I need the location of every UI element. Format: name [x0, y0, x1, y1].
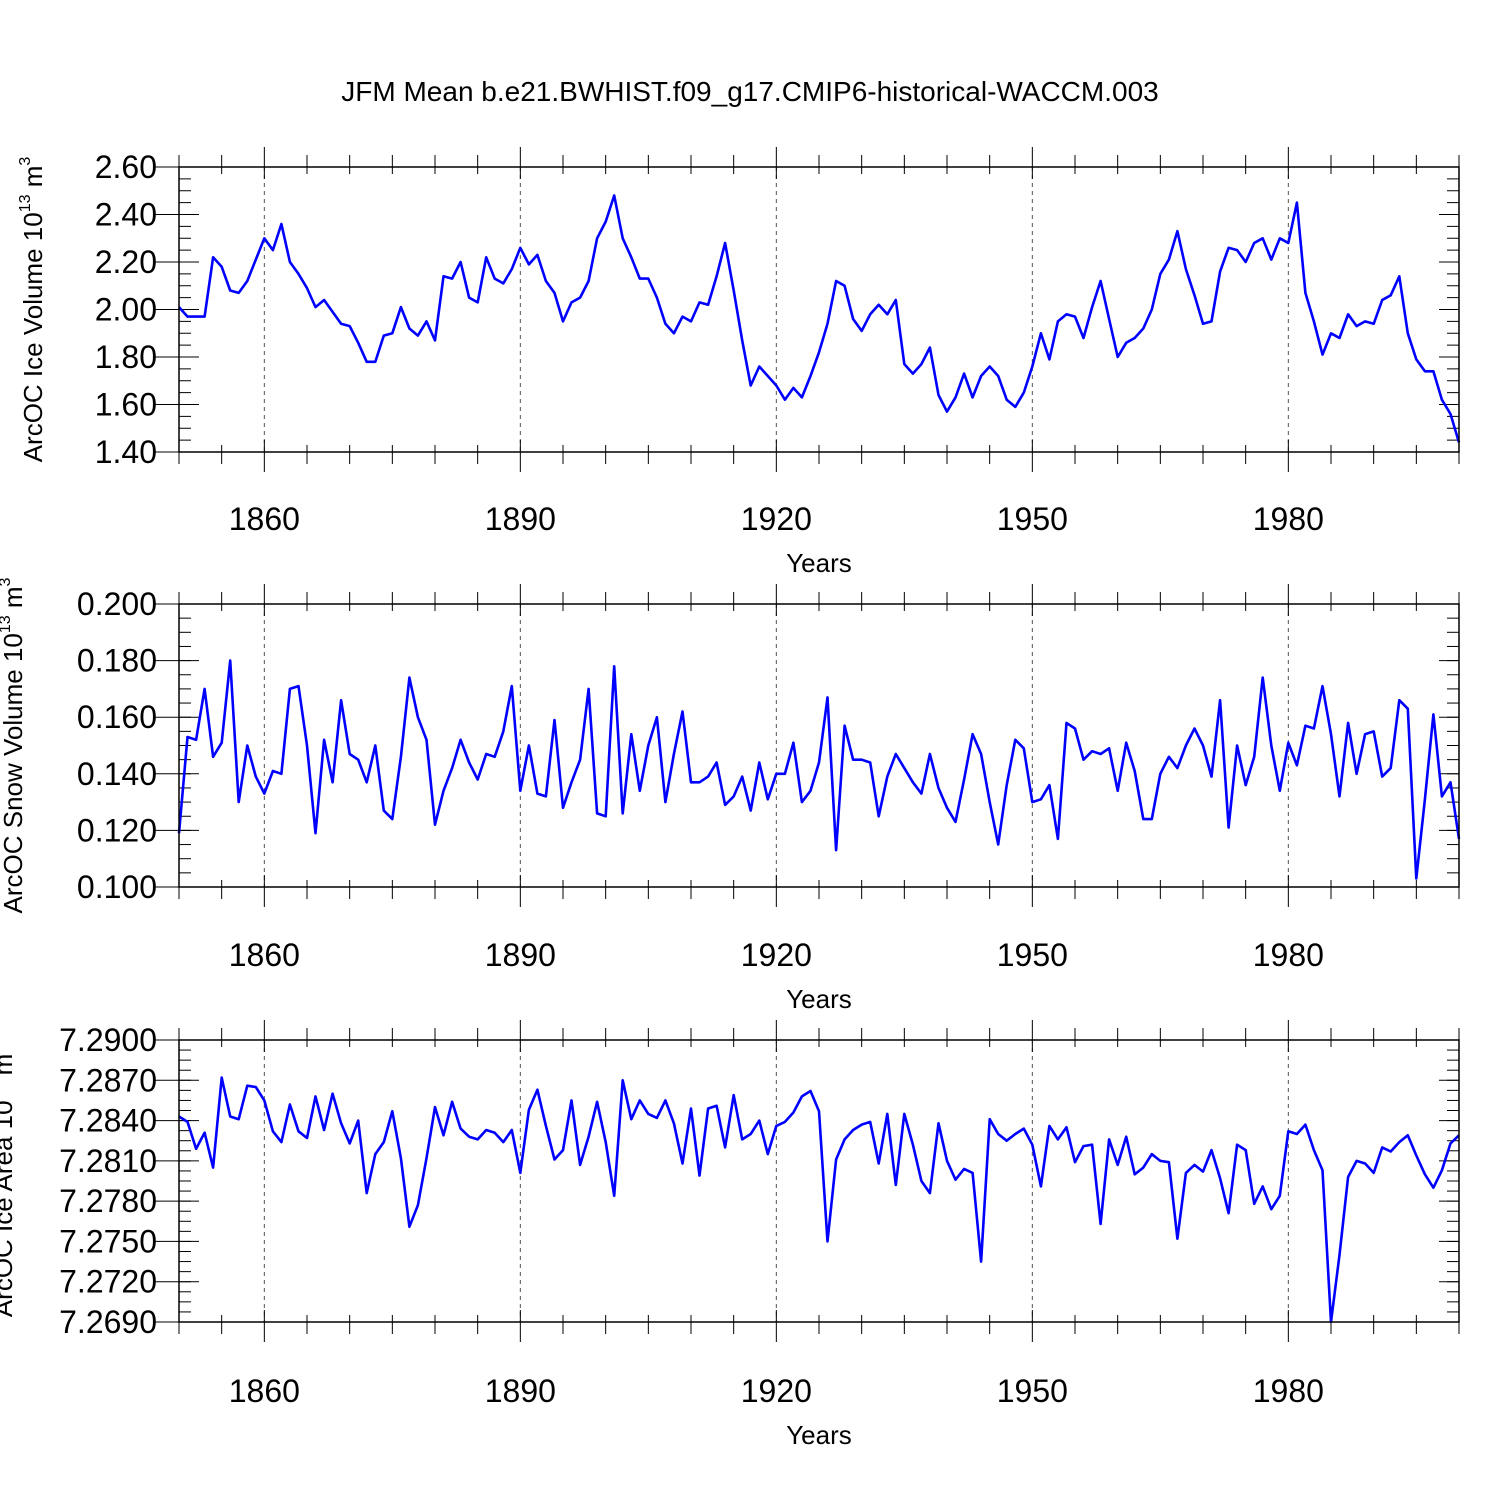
y-tick-label: 2.00 [95, 292, 157, 328]
y-tick-label: 0.160 [77, 699, 157, 735]
x-tick-label: 1950 [997, 501, 1068, 537]
x-axis-label: Years [786, 984, 852, 1014]
y-axis-label-unit-exponent: 3 [0, 577, 14, 586]
plot-frame [178, 1039, 1460, 1323]
y-axis-label-unit-exponent: 3 [17, 157, 34, 166]
panel-snow-volume: 0.100 0.120 0.140 0.160 0.180 0.200 1860 1890 19… [0, 577, 1461, 1014]
y-tick-label: 0.140 [77, 756, 157, 792]
y-tick-label: 0.200 [77, 586, 157, 622]
series-line [177, 659, 1461, 880]
y-axis-label-exponent: 13 [0, 615, 14, 633]
y-tick-label: 7.2900 [59, 1022, 157, 1058]
y-axis-label: ArcOC Ice Volume 1013 m3 [17, 157, 48, 463]
y-axis-label-exponent: 13 [0, 1083, 4, 1101]
x-tick-label: 1980 [1253, 501, 1324, 537]
figure-title: JFM Mean b.e21.BWHIST.f09_g17.CMIP6-hist… [341, 76, 1158, 107]
y-tick-label: 2.20 [95, 244, 157, 280]
y-tick-label: 7.2690 [59, 1304, 157, 1340]
y-tick-label: 0.120 [77, 812, 157, 848]
y-axis-label: ArcOC Ice Area 1013 m2 [0, 1045, 18, 1317]
y-tick-label: 7.2810 [59, 1143, 157, 1179]
y-tick-label: 0.100 [77, 869, 157, 905]
y-tick-label: 7.2720 [59, 1264, 157, 1300]
x-tick-label: 1860 [229, 937, 300, 973]
x-tick-label: 1950 [997, 1373, 1068, 1409]
y-axis-label-unit-exponent: 2 [0, 1045, 4, 1054]
x-tick-label: 1980 [1253, 1373, 1324, 1409]
plot-frame [178, 166, 1460, 453]
y-axis-label-unit: m [0, 1054, 18, 1083]
y-tick-label: 0.180 [77, 643, 157, 679]
y-tick-label: 2.60 [95, 149, 157, 185]
panel-ice-area: 7.2690 7.2720 7.2750 7.2780 7.2810 7.2840 7.28… [0, 1020, 1460, 1450]
y-axis-label-unit: m [0, 586, 28, 615]
x-axis-label: Years [786, 548, 852, 578]
y-axis-label-text: ArcOC Snow Volume 10 [0, 633, 28, 913]
y-tick-label: 7.2750 [59, 1223, 157, 1259]
x-tick-label: 1980 [1253, 937, 1324, 973]
x-tick-label: 1920 [741, 1373, 812, 1409]
panel-ice-volume: 1.40 1.60 1.80 2.00 2.20 2.40 2.60 1860 1890 1920… [17, 147, 1461, 578]
x-tick-label: 1890 [485, 501, 556, 537]
y-axis-label-text: ArcOC Ice Area 10 [0, 1100, 18, 1317]
y-tick-label: 2.40 [95, 197, 157, 233]
x-tick-label: 1950 [997, 937, 1068, 973]
x-tick-label: 1890 [485, 937, 556, 973]
y-tick-label: 7.2870 [59, 1062, 157, 1098]
series-line [178, 1076, 1460, 1324]
y-tick-label: 7.2840 [59, 1103, 157, 1139]
x-axis-label: Years [786, 1420, 852, 1450]
plot-frame [178, 603, 1460, 888]
y-tick-label: 7.2780 [59, 1183, 157, 1219]
y-tick-label: 1.80 [95, 339, 157, 375]
x-tick-label: 1860 [229, 1373, 300, 1409]
x-tick-label: 1890 [485, 1373, 556, 1409]
y-axis-label-exponent: 13 [17, 194, 34, 212]
y-tick-label: 1.40 [95, 434, 157, 470]
series-line [178, 194, 1461, 443]
x-tick-label: 1920 [741, 501, 812, 537]
x-tick-label: 1920 [741, 937, 812, 973]
y-tick-label: 1.60 [95, 387, 157, 423]
x-tick-label: 1860 [229, 501, 300, 537]
y-axis-label: ArcOC Snow Volume 1013 m3 [0, 577, 28, 913]
y-axis-label-unit: m [18, 166, 48, 195]
y-axis-label-text: ArcOC Ice Volume 10 [18, 212, 48, 462]
